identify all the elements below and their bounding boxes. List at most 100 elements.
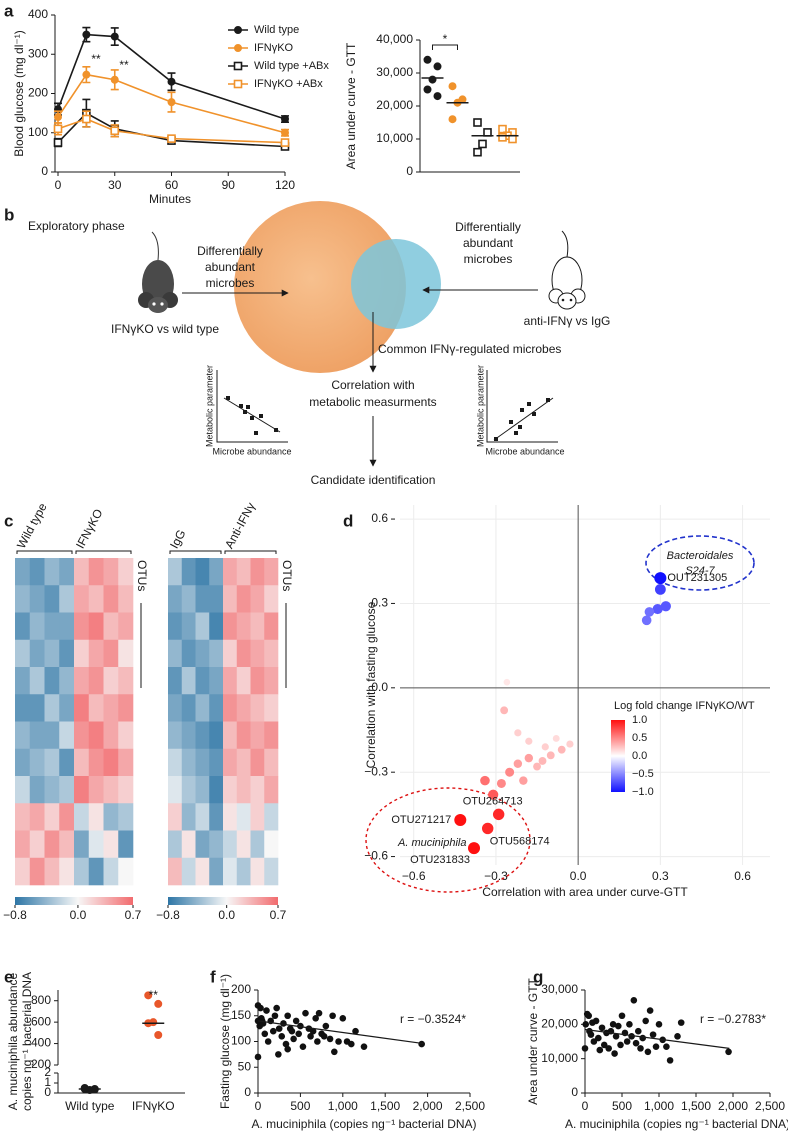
marker <box>234 44 242 52</box>
overlap-label: Common IFNγ-regulated microbes <box>378 342 561 356</box>
heatmap-cell <box>223 830 238 859</box>
group-bracket <box>16 550 73 554</box>
heatmap-cell <box>195 748 210 777</box>
heatmap-cell <box>168 694 183 722</box>
y-axis-label: A. muciniphila abundance <box>6 972 20 1110</box>
heatmap-cell <box>44 612 60 641</box>
heatmap-cell <box>15 585 31 613</box>
heatmap-cell <box>195 667 210 695</box>
colorbar-tick-label: −0.5 <box>632 768 654 780</box>
colorbar-tick-label: −1.0 <box>632 786 654 798</box>
colorbar <box>168 897 278 905</box>
heatmap-cell <box>168 639 183 668</box>
heatmap-cell <box>264 776 279 804</box>
heatmap-cell <box>44 830 60 859</box>
heatmap-cell <box>250 558 265 586</box>
heatmap-cell <box>168 830 183 859</box>
point <box>592 1017 600 1025</box>
y-tick-label: 0.0 <box>371 680 388 694</box>
heatmap-cell <box>223 585 238 613</box>
marker <box>428 75 437 84</box>
point <box>480 775 490 786</box>
significance-bracket <box>432 44 458 50</box>
x-tick-label: 2,500 <box>455 1099 485 1113</box>
heatmap-cell <box>29 558 45 586</box>
heatmap-cell <box>74 612 90 641</box>
heatmap-cell <box>168 721 183 750</box>
point <box>275 1025 283 1032</box>
heatmap-cell <box>118 721 134 750</box>
point <box>261 1030 269 1038</box>
heatmap-cell <box>103 667 119 695</box>
venn-circle <box>351 239 441 329</box>
y-tick-label: 200 <box>31 1057 51 1071</box>
x-tick-label: −0.6 <box>402 869 426 883</box>
heatmap-cell <box>59 694 75 722</box>
point <box>546 751 555 760</box>
point <box>660 601 671 612</box>
panel-label: d <box>343 511 353 530</box>
point <box>654 572 667 585</box>
marker <box>498 133 507 142</box>
point <box>595 1034 602 1042</box>
point <box>677 1019 685 1026</box>
heatmap-cell <box>118 776 134 804</box>
heatmap-cell <box>236 585 251 613</box>
fit-line <box>257 1020 424 1045</box>
x-axis-label: Correlation with area under curve-GTT <box>482 885 688 899</box>
heatmap-cell <box>264 694 279 722</box>
point <box>329 1012 336 1020</box>
y-tick-label: 200 <box>231 982 251 996</box>
heatmap-cell <box>264 748 279 777</box>
heatmap-cell <box>88 612 104 641</box>
heatmap-cell <box>88 721 104 750</box>
marker <box>233 61 243 71</box>
x-tick-label: 0.6 <box>734 869 751 883</box>
colorbar-tick-label: 0.0 <box>218 908 235 922</box>
heatmap-cell <box>264 558 279 586</box>
marker <box>473 147 482 157</box>
heatmap-cell <box>103 721 119 750</box>
row-label: OTUs <box>280 560 294 591</box>
point <box>482 822 494 835</box>
heatmap-cell <box>29 830 45 859</box>
heatmap-cell <box>59 667 75 695</box>
marker <box>167 98 176 107</box>
annotation: r = −0.3524* <box>400 1012 466 1026</box>
heatmap-cell <box>103 830 119 859</box>
x-tick-label: 90 <box>222 178 236 192</box>
arrow-label: microbes <box>206 276 255 290</box>
x-tick-label: 60 <box>165 178 179 192</box>
point <box>541 743 549 751</box>
heatmap-cell <box>74 748 90 777</box>
point <box>632 1039 640 1047</box>
y-tick-label: 0.3 <box>371 596 388 610</box>
y-tick-label: 10,000 <box>541 1051 578 1065</box>
cluster-outline <box>365 787 531 893</box>
x-tick-label: 500 <box>290 1099 310 1113</box>
venn-circle <box>234 201 406 373</box>
heatmap-cell <box>209 612 224 641</box>
heatmap-cell <box>118 558 134 586</box>
legend-label: IFNγKO +ABx <box>254 78 323 90</box>
marker <box>53 138 63 147</box>
heatmap-cell <box>44 803 60 831</box>
point <box>271 1012 279 1020</box>
heatmap-cell <box>250 748 265 777</box>
heatmap-cell <box>209 803 224 831</box>
heatmap-cell <box>209 639 224 668</box>
marker <box>167 134 176 143</box>
x-tick-label: 2,000 <box>413 1099 443 1113</box>
point <box>525 737 533 745</box>
heatmap-cell <box>118 748 134 777</box>
point <box>312 1015 319 1022</box>
heatmap-cell <box>118 667 134 695</box>
heatmap-cell <box>59 612 75 641</box>
heatmap-cell <box>181 585 196 613</box>
point <box>269 1027 277 1035</box>
point <box>257 1004 264 1012</box>
point <box>320 1033 328 1040</box>
heatmap-cell <box>15 639 31 668</box>
marker <box>234 26 242 34</box>
marker <box>423 55 432 64</box>
